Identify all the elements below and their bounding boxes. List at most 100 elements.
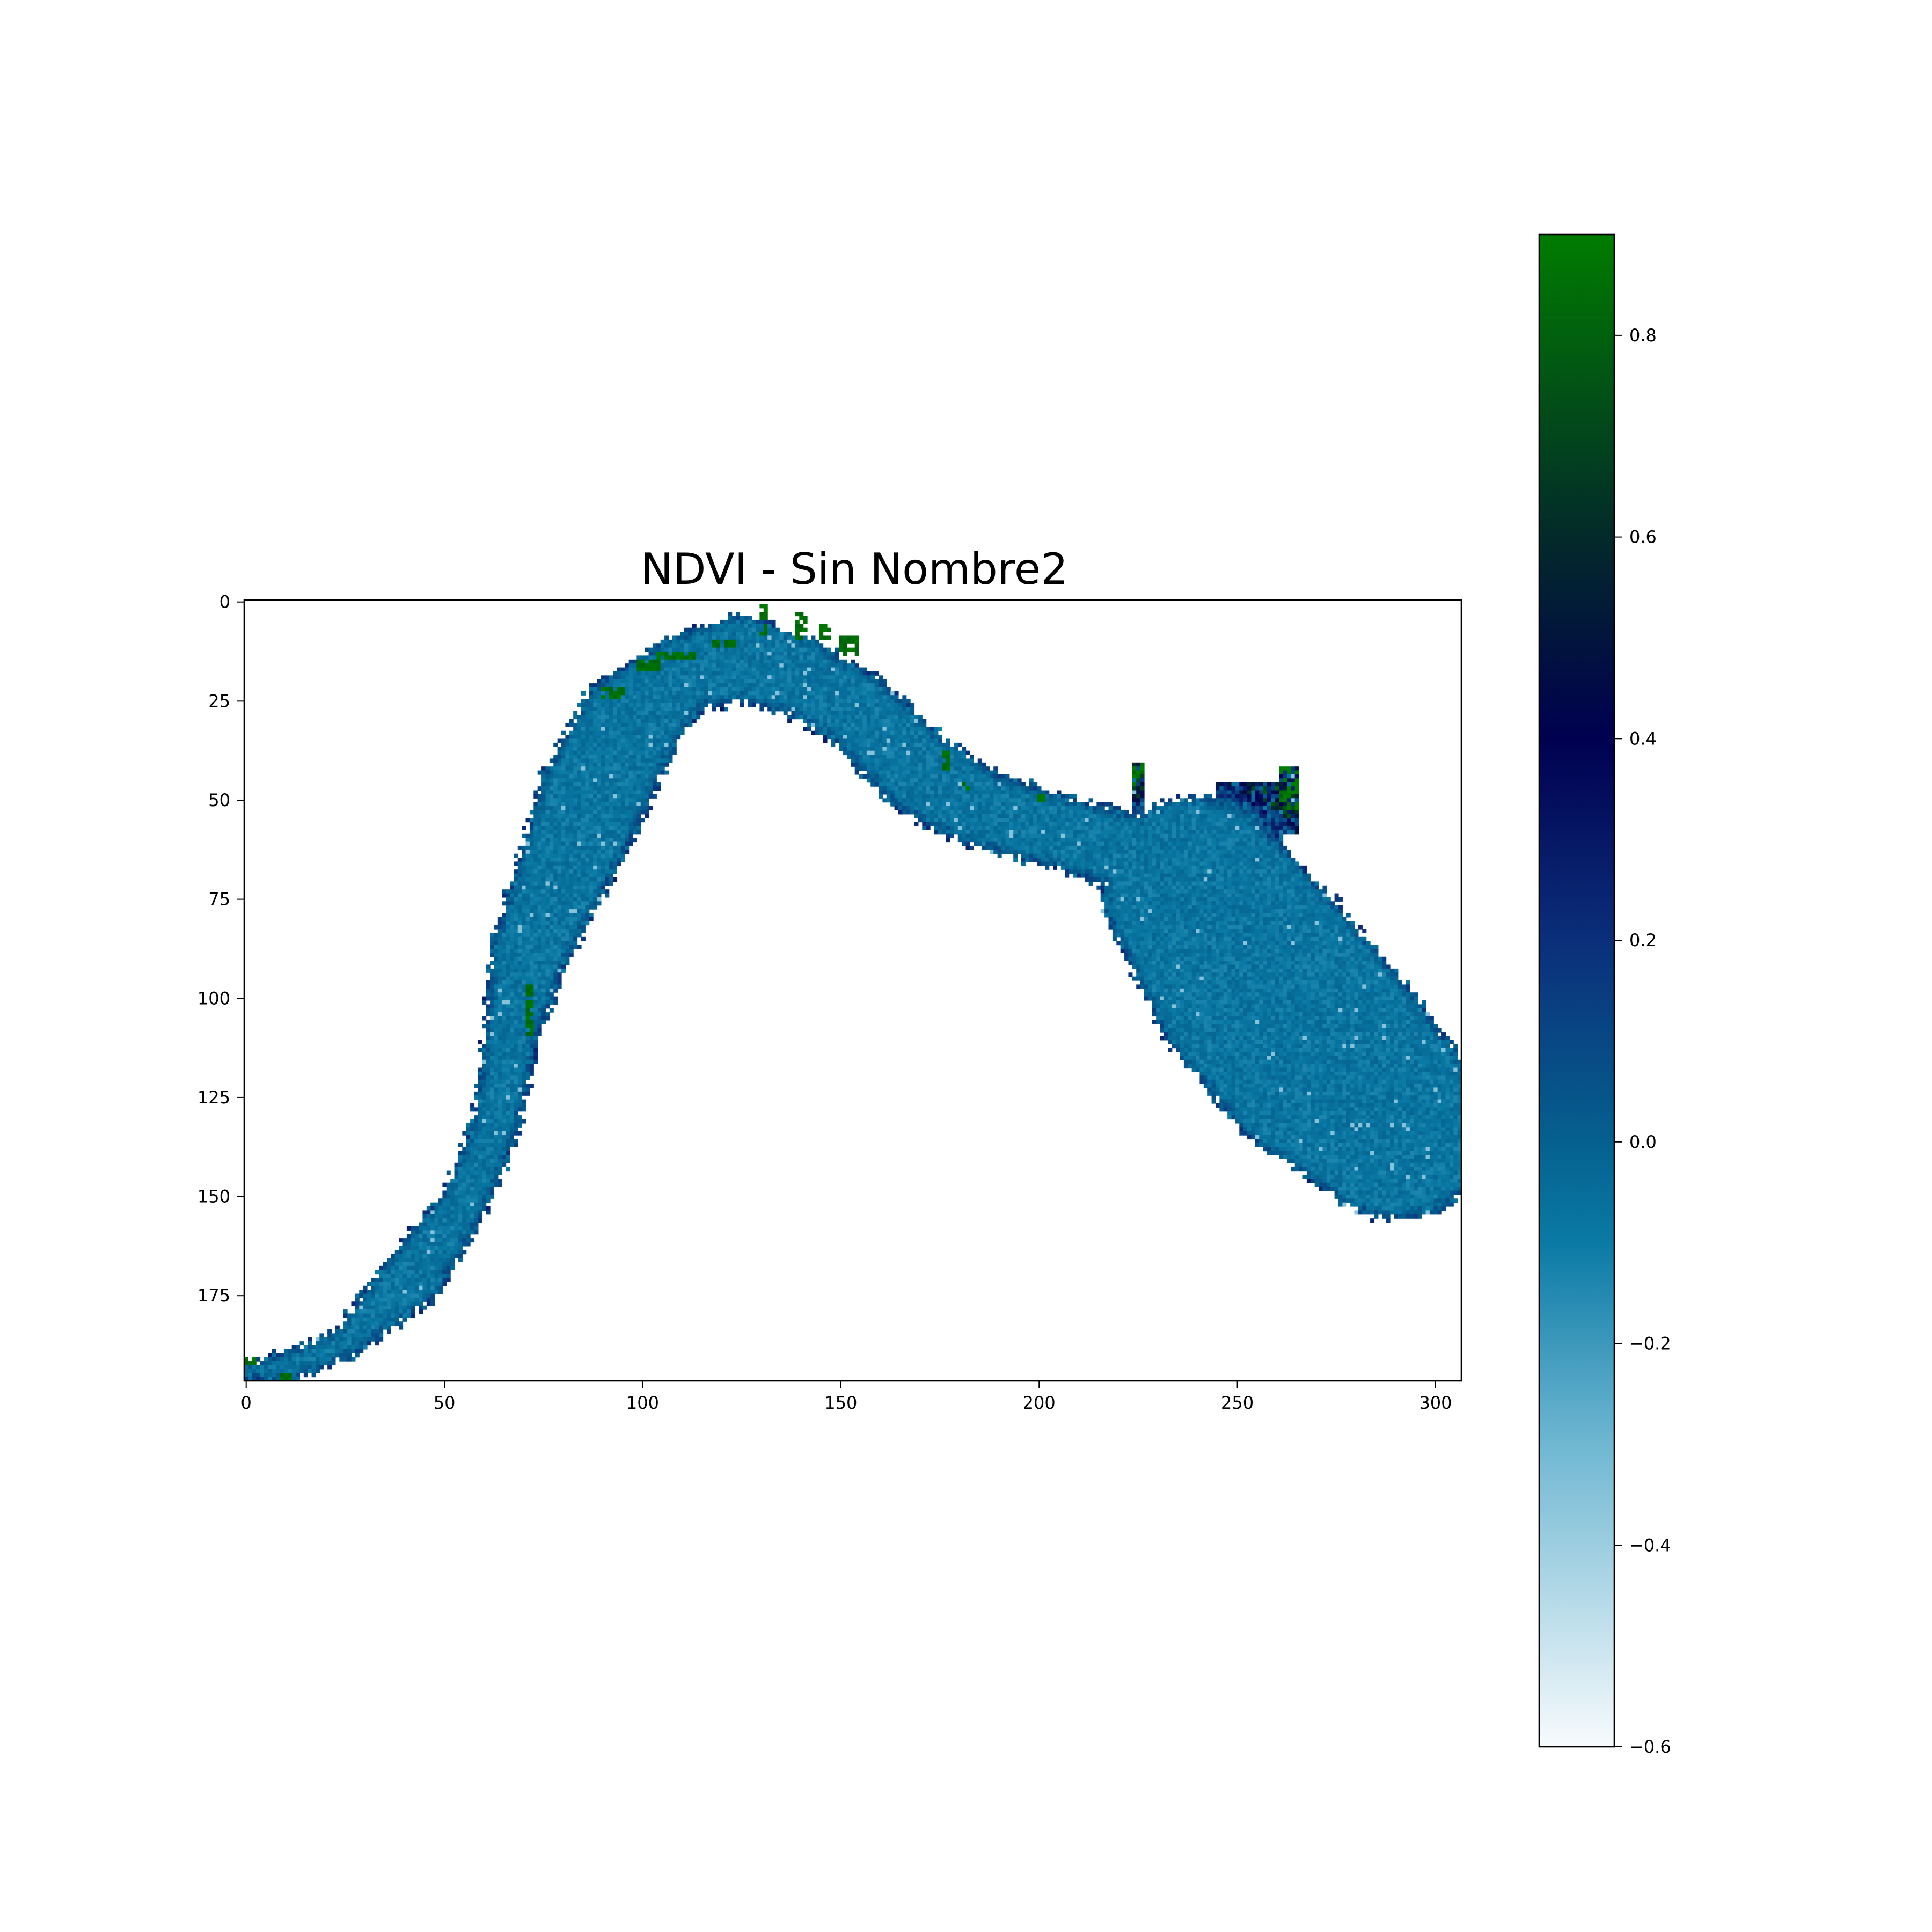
heatmap-cell [1140,825,1145,830]
heatmap-cell [1251,794,1256,799]
heatmap-cell [613,822,618,826]
heatmap-cell [1085,825,1089,830]
heatmap-cell [640,711,645,715]
heatmap-cell [783,643,788,648]
heatmap-cell [1191,802,1196,807]
heatmap-cell [1136,845,1141,850]
heatmap-cell [826,652,831,656]
heatmap-cell [846,675,851,680]
heatmap-cell [704,655,708,660]
heatmap-cell [962,774,967,779]
heatmap-cell [977,782,982,787]
heatmap-cell [577,703,582,708]
heatmap-cell [636,655,641,660]
heatmap-cell [648,738,653,743]
heatmap-cell [708,643,713,648]
heatmap-cell [1132,853,1137,858]
heatmap-cell [723,659,728,664]
heatmap-cell [759,612,764,617]
heatmap-cell [1065,861,1070,866]
heatmap-cell [1148,869,1153,874]
heatmap-cell [1251,790,1256,795]
heatmap-cell [918,782,923,787]
heatmap-cell [601,691,605,696]
heatmap-cell [965,841,970,846]
heatmap-cell [656,758,661,763]
heatmap-cell [839,691,844,696]
heatmap-cell [680,659,685,664]
heatmap-cell [1168,818,1173,823]
heatmap-cell [1001,830,1006,835]
heatmap-cell [965,794,970,799]
heatmap-cell [561,742,566,747]
heatmap-cell [1208,869,1212,874]
heatmap-cell [545,770,550,775]
heatmap-cell [1053,853,1058,858]
heatmap-cell [1128,841,1133,846]
heatmap-cell [1223,818,1228,823]
heatmap-cell [609,691,613,696]
heatmap-cell [831,742,836,747]
heatmap-cell [525,818,530,823]
heatmap-cell [1136,858,1141,862]
heatmap-cell [656,691,661,696]
heatmap-cell [763,675,768,680]
heatmap-cell [862,738,867,743]
heatmap-cell [597,747,602,751]
heatmap-cell [890,742,895,747]
heatmap-cell [1203,853,1208,858]
heatmap-cell [573,758,578,763]
heatmap-cell [795,703,800,708]
heatmap-cell [767,675,772,680]
heatmap-cell [557,818,562,823]
heatmap-cell [632,691,637,696]
heatmap-cell [898,766,903,771]
heatmap-cell [1275,845,1279,850]
heatmap-cell [890,790,895,795]
heatmap-cell [712,632,721,636]
heatmap-cell [1132,786,1137,791]
heatmap-cell [890,750,895,755]
heatmap-cell [740,655,744,660]
heatmap-cell [533,794,538,799]
heatmap-cell [843,691,847,696]
heatmap-cell [791,679,796,684]
heatmap-cell [1251,818,1256,823]
heatmap-cell [1279,782,1284,787]
heatmap-cell [620,825,625,830]
heatmap-cell [632,774,637,779]
heatmap-cell [851,730,855,735]
heatmap-cell [636,798,641,803]
heatmap-cell [854,770,859,775]
heatmap-cell [1148,818,1153,823]
heatmap-cell [565,778,574,783]
heatmap-cell [823,722,828,727]
heatmap-cell [1203,798,1208,803]
heatmap-cell [676,711,681,715]
heatmap-cell [597,750,602,755]
heatmap-cell [1247,861,1252,866]
heatmap-cell [632,719,637,723]
heatmap-cell [557,858,562,862]
heatmap-cell [1235,841,1240,846]
heatmap-cell [684,643,689,648]
heatmap-cell [640,786,645,791]
heatmap-cell [1160,830,1165,835]
heatmap-cell [1128,869,1133,874]
heatmap-cell [605,703,610,708]
heatmap-cell [854,750,859,755]
heatmap-cell [636,778,641,783]
heatmap-cell [1160,841,1165,846]
heatmap-cell [859,774,863,779]
heatmap-cell [898,738,903,743]
heatmap-cell [605,853,610,858]
heatmap-cell [684,639,689,644]
heatmap-cell [589,683,594,688]
heatmap-cell [811,663,816,668]
heatmap-cell [1191,825,1196,830]
heatmap-cell [1148,858,1153,862]
heatmap-cell [1080,873,1085,878]
heatmap-cell [1013,778,1018,783]
heatmap-cell [1120,865,1125,870]
